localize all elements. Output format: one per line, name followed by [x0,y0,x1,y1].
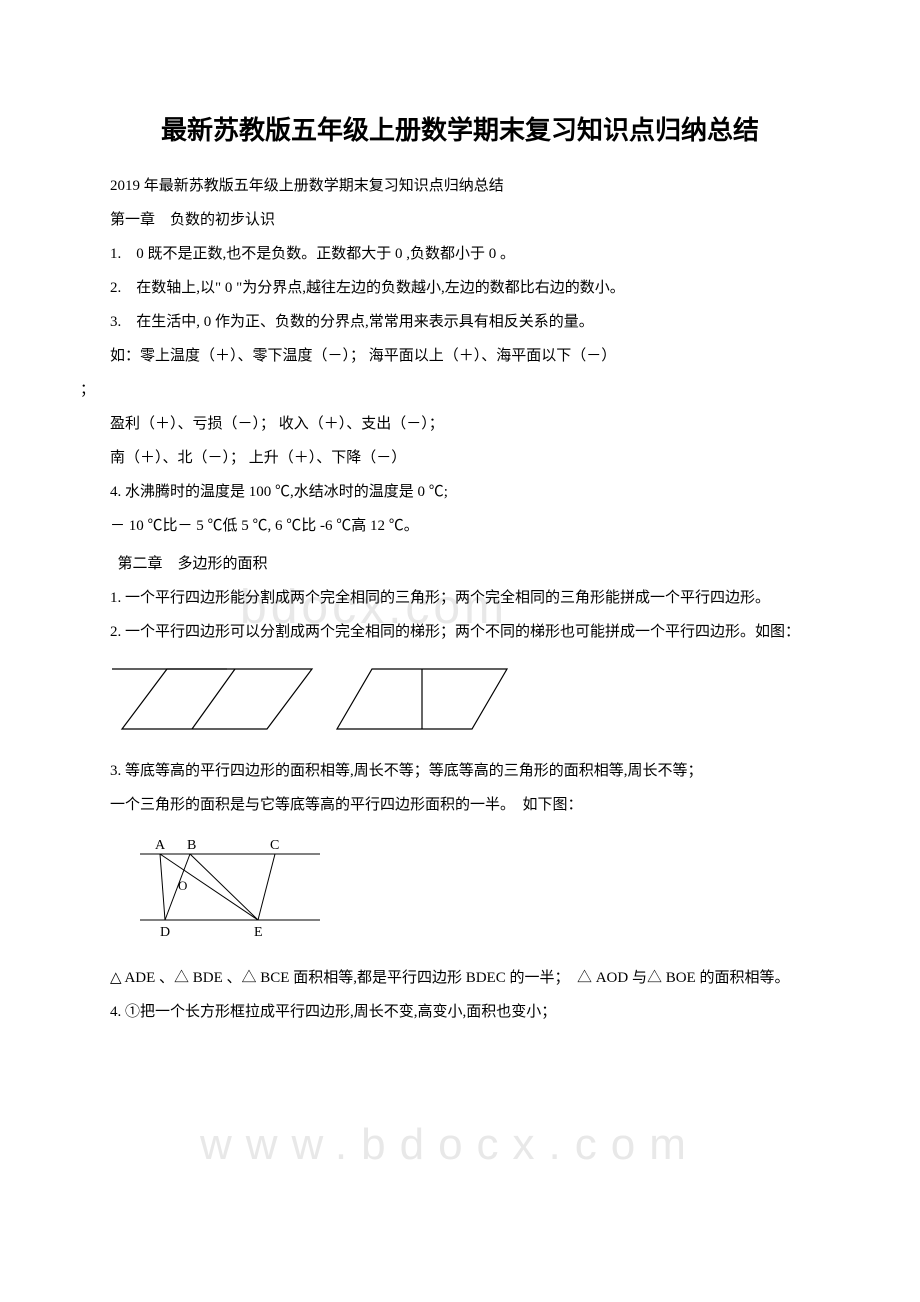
chapter-2-point-3: 3. 等底等高的平行四边形的面积相等,周长不等；等底等高的三角形的面积相等,周长… [80,756,840,786]
chapter-1-point-6: 南（＋）、北（－）； 上升（＋）、下降（－） [80,443,840,473]
chapter-2-point-2: 2. 一个平行四边形可以分割成两个完全相同的梯形；两个不同的梯形也可能拼成一个平… [80,617,840,647]
chapter-2-point-1: 1. 一个平行四边形能分割成两个完全相同的三角形；两个完全相同的三角形能拼成一个… [80,583,840,613]
label-c: C [270,838,279,853]
chapter-2-point-5: △ ADE 、△ BDE 、△ BCE 面积相等,都是平行四边形 BDEC 的一… [80,963,840,993]
triangle-svg: A B C D E O [120,832,330,942]
line-ae [160,854,258,920]
label-e: E [254,925,263,940]
chapter-2-heading: 第二章 多边形的面积 [80,549,840,579]
chapter-2-point-6: 4. ①把一个长方形框拉成平行四边形,周长不变,高变小,面积也变小； [80,997,840,1027]
line-be [190,854,258,920]
chapter-1-heading: 第一章 负数的初步认识 [80,205,840,235]
label-a: A [155,838,166,853]
chapter-1-point-3: 3. 在生活中, 0 作为正、负数的分界点,常常用来表示具有相反关系的量。 [80,307,840,337]
chapter-2-point-4: 一个三角形的面积是与它等底等高的平行四边形面积的一半。 如下图： [80,790,840,820]
triangle-figure: A B C D E O [120,832,840,947]
parallelogram-figure [112,659,840,744]
label-o: O [178,878,187,893]
parallelogram-1 [122,669,312,729]
chapter-1-point-4b: ； [80,375,840,405]
parallelogram-svg [112,659,512,739]
label-d: D [160,925,170,940]
label-b: B [187,838,196,853]
chapter-1-point-1: 1. 0 既不是正数,也不是负数。正数都大于 0 ,负数都小于 0 。 [80,239,840,269]
line-ce [258,854,275,920]
line-ad [160,854,165,920]
document-title: 最新苏教版五年级上册数学期末复习知识点归纳总结 [80,110,840,147]
parallelogram-1-divider [192,669,235,729]
chapter-1-point-5: 盈利（＋）、亏损（－）； 收入（＋）、支出（－）； [80,409,840,439]
chapter-1-point-2: 2. 在数轴上,以" 0 "为分界点,越往左边的负数越小,左边的数都比右边的数小… [80,273,840,303]
document-subtitle: 2019 年最新苏教版五年级上册数学期末复习知识点归纳总结 [80,171,840,201]
chapter-1-point-7: 4. 水沸腾时的温度是 100 ℃,水结冰时的温度是 0 ℃; [80,477,840,507]
chapter-1-point-8: － 10 ℃比－ 5 ℃低 5 ℃, 6 ℃比 -6 ℃高 12 ℃。 [80,511,840,541]
watermark-text-2: www.bdocx.com [200,1120,700,1170]
chapter-1-point-4a: 如：零上温度（＋）、零下温度（－）； 海平面以上（＋）、海平面以下（－） [80,341,840,371]
